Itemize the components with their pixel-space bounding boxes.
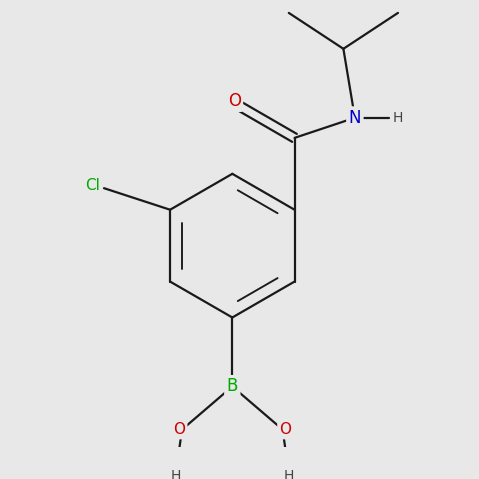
Text: N: N bbox=[349, 109, 361, 127]
Text: O: O bbox=[173, 422, 185, 437]
Text: Cl: Cl bbox=[85, 178, 100, 193]
Text: O: O bbox=[228, 91, 240, 110]
Text: H: H bbox=[393, 111, 403, 125]
Text: H: H bbox=[171, 468, 182, 479]
Text: B: B bbox=[227, 377, 238, 396]
Text: H: H bbox=[283, 468, 294, 479]
Text: O: O bbox=[279, 422, 292, 437]
